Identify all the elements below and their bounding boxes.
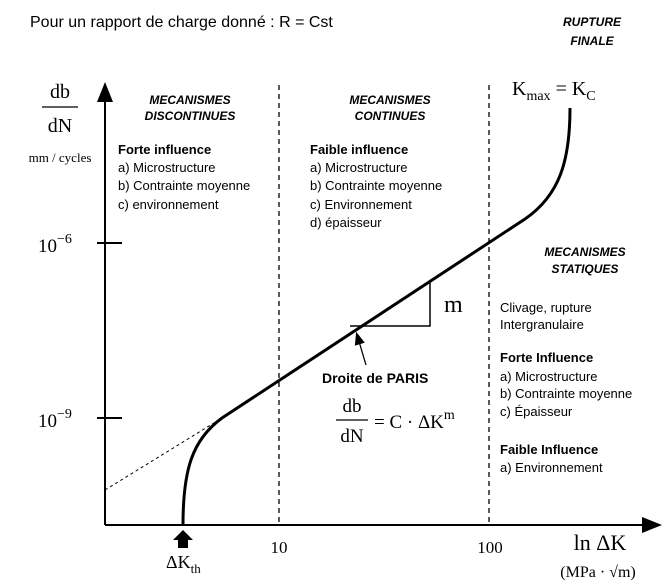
dk: ΔK (166, 552, 191, 572)
sub: C (586, 89, 595, 104)
y-label: dN (48, 115, 72, 137)
zone-heading: MECANISMES (149, 93, 230, 107)
sub: th (191, 561, 202, 576)
item: c) Épaisseur (500, 404, 573, 419)
eq: = K (551, 78, 587, 100)
extrapolation (104, 417, 223, 491)
formula: dN (340, 426, 364, 447)
influence: Forte influence (118, 142, 211, 157)
zone-heading: STATIQUES (552, 262, 619, 276)
slope-label: m (444, 292, 463, 318)
x-tick-label: 100 (477, 538, 503, 557)
threshold-arrow (173, 530, 193, 548)
zone-heading: MECANISMES (349, 93, 430, 107)
exp: −6 (57, 232, 72, 247)
paris-arrow (354, 331, 367, 366)
x-tick-label: 10 (271, 538, 288, 557)
item: b) Contrainte moyenne (118, 178, 250, 193)
influence: Faible influence (310, 142, 408, 157)
item: a) Microstructure (500, 369, 598, 384)
item: b) Contrainte moyenne (310, 178, 442, 193)
y-tick-label: 10−9 (38, 407, 72, 432)
item: a) Microstructure (310, 160, 408, 175)
exp: m (444, 408, 455, 423)
rupture-heading: FINALE (570, 34, 614, 48)
item: a) Environnement (500, 460, 603, 475)
y-tick-label: 10−6 (38, 232, 72, 257)
item: c) environnement (118, 197, 219, 212)
paris-label: Droite de PARIS (322, 370, 428, 386)
influence: Faible Influence (500, 442, 598, 457)
sub: max (526, 89, 550, 104)
formula: db (343, 396, 362, 417)
zone-heading: CONTINUES (355, 109, 426, 123)
formula: = C · ΔKm (374, 408, 455, 433)
growth-curve (181, 107, 572, 526)
x-unit: (MPa · √m) (560, 564, 635, 581)
slope-triangle (350, 282, 431, 327)
influence: Forte Influence (500, 350, 593, 365)
threshold-label: ΔKth (166, 552, 201, 576)
item: d) épaisseur (310, 215, 382, 230)
exp: −9 (57, 407, 72, 422)
y-label: db (50, 81, 70, 103)
note: Clivage, rupture (500, 300, 592, 315)
base: 10 (38, 411, 57, 432)
rhs: = C · ΔK (374, 412, 444, 433)
title: Pour un rapport de charge donné : R = Cs… (30, 14, 333, 31)
x-label: ln ΔK (574, 530, 627, 555)
kmax-condition: Kmax = KC (512, 78, 596, 104)
zone-heading: MECANISMES (544, 245, 625, 259)
note: Intergranulaire (500, 317, 584, 332)
item: b) Contrainte moyenne (500, 386, 632, 401)
zone-heading: DISCONTINUES (145, 109, 236, 123)
item: a) Microstructure (118, 160, 216, 175)
y-unit: mm / cycles (29, 150, 92, 165)
item: c) Environnement (310, 197, 412, 212)
k: K (512, 78, 527, 100)
base: 10 (38, 236, 57, 257)
rupture-heading: RUPTURE (563, 15, 622, 29)
